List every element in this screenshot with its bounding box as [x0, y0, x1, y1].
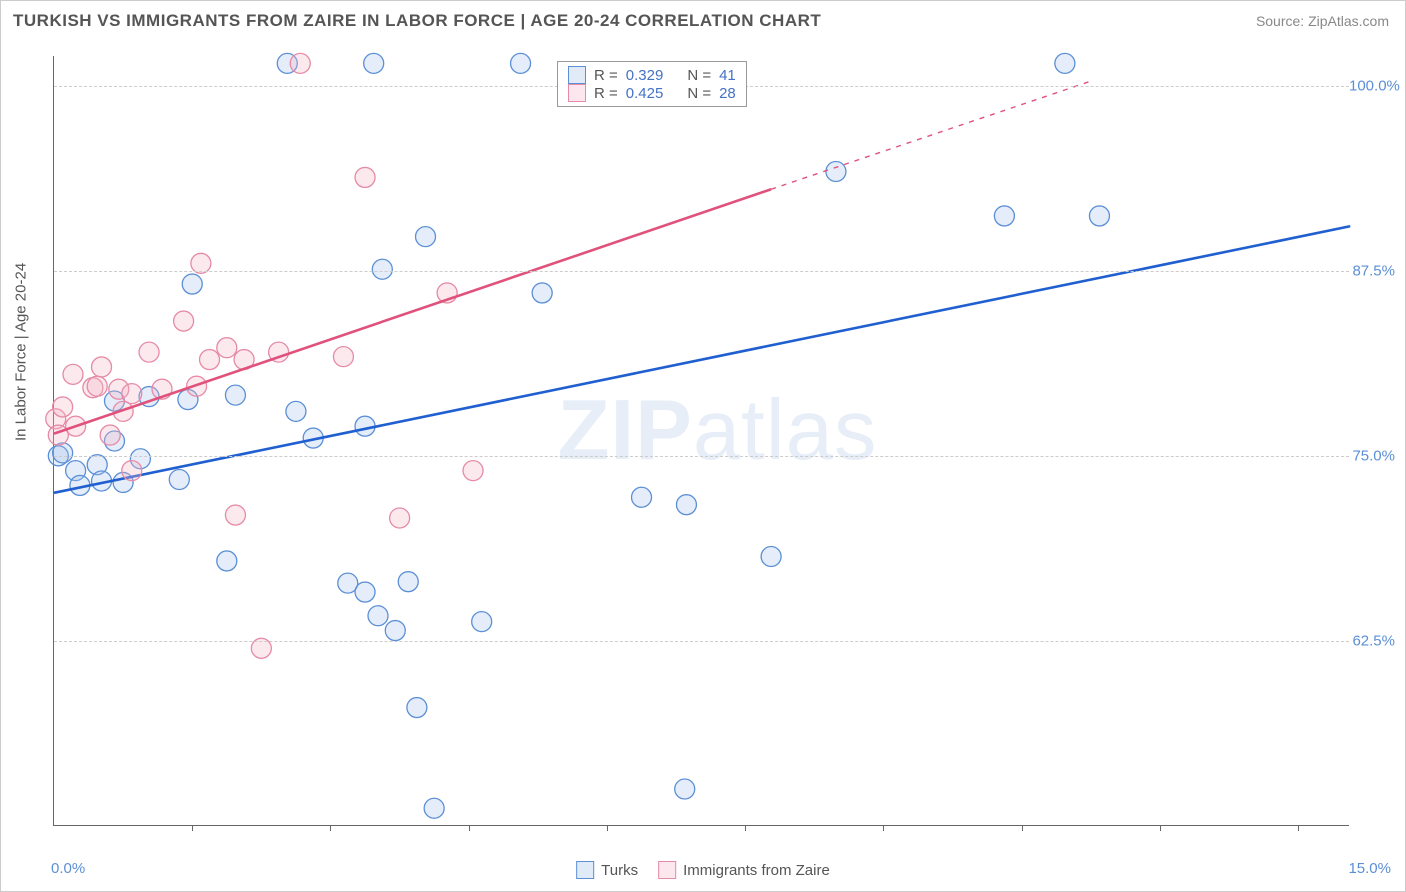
data-point-turks — [364, 53, 384, 73]
y-axis-label: In Labor Force | Age 20-24 — [13, 263, 30, 441]
data-point-turks — [1089, 206, 1109, 226]
legend-swatch-icon — [658, 861, 676, 879]
data-point-turks — [385, 621, 405, 641]
data-point-zaire — [100, 425, 120, 445]
x-tick — [192, 825, 193, 831]
chart-title: TURKISH VS IMMIGRANTS FROM ZAIRE IN LABO… — [13, 11, 821, 31]
n-label: N = — [687, 85, 711, 102]
data-point-turks — [53, 443, 73, 463]
legend-swatch-icon — [576, 861, 594, 879]
r-value: 0.425 — [626, 85, 664, 102]
data-point-zaire — [87, 376, 107, 396]
data-point-zaire — [200, 350, 220, 370]
chart-container: TURKISH VS IMMIGRANTS FROM ZAIRE IN LABO… — [0, 0, 1406, 892]
data-point-zaire — [92, 357, 112, 377]
data-point-turks — [355, 582, 375, 602]
legend-label: Turks — [601, 862, 638, 879]
n-label: N = — [687, 67, 711, 84]
r-label: R = — [594, 85, 618, 102]
series-legend: Turks Immigrants from Zaire — [576, 861, 830, 879]
data-point-zaire — [139, 342, 159, 362]
data-point-zaire — [290, 53, 310, 73]
correlation-legend: R = 0.329 N = 41 R = 0.425 N = 28 — [557, 61, 747, 107]
data-point-turks — [182, 274, 202, 294]
data-point-turks — [532, 283, 552, 303]
n-value: 28 — [719, 85, 736, 102]
data-point-turks — [826, 162, 846, 182]
x-tick — [1160, 825, 1161, 831]
legend-row-zaire: R = 0.425 N = 28 — [568, 84, 736, 102]
trend-line-zaire — [54, 189, 771, 433]
legend-item-zaire: Immigrants from Zaire — [658, 861, 830, 879]
data-point-zaire — [53, 397, 73, 417]
data-point-turks — [416, 227, 436, 247]
r-label: R = — [594, 67, 618, 84]
y-tick-label: 100.0% — [1349, 77, 1401, 94]
data-point-turks — [472, 612, 492, 632]
x-tick — [883, 825, 884, 831]
legend-item-turks: Turks — [576, 861, 638, 879]
data-point-zaire — [174, 311, 194, 331]
y-tick-label: 75.0% — [1349, 447, 1401, 464]
y-tick-label: 62.5% — [1349, 632, 1401, 649]
data-point-zaire — [122, 384, 142, 404]
data-point-zaire — [63, 364, 83, 384]
source-label: Source: ZipAtlas.com — [1256, 13, 1389, 29]
data-point-zaire — [463, 461, 483, 481]
x-tick — [1022, 825, 1023, 831]
data-point-turks — [286, 401, 306, 421]
r-value: 0.329 — [626, 67, 664, 84]
data-point-turks — [1055, 53, 1075, 73]
n-value: 41 — [719, 67, 736, 84]
data-point-zaire — [122, 461, 142, 481]
x-max-label: 15.0% — [1348, 860, 1391, 877]
data-point-turks — [761, 547, 781, 567]
x-tick — [469, 825, 470, 831]
x-tick — [1298, 825, 1299, 831]
data-point-turks — [169, 470, 189, 490]
data-point-turks — [676, 495, 696, 515]
x-tick — [745, 825, 746, 831]
legend-swatch-icon — [568, 84, 586, 102]
data-point-zaire — [333, 347, 353, 367]
legend-swatch-icon — [568, 66, 586, 84]
data-point-turks — [675, 779, 695, 799]
plot-svg — [54, 56, 1349, 825]
legend-label: Immigrants from Zaire — [683, 862, 830, 879]
data-point-turks — [398, 572, 418, 592]
legend-row-turks: R = 0.329 N = 41 — [568, 66, 736, 84]
gridline-h — [54, 456, 1349, 457]
data-point-turks — [217, 551, 237, 571]
x-origin-label: 0.0% — [51, 860, 85, 877]
data-point-zaire — [225, 505, 245, 525]
x-tick — [607, 825, 608, 831]
trend-line-dash-zaire — [771, 81, 1091, 189]
x-tick — [330, 825, 331, 831]
data-point-turks — [994, 206, 1014, 226]
gridline-h — [54, 641, 1349, 642]
data-point-turks — [225, 385, 245, 405]
gridline-h — [54, 271, 1349, 272]
data-point-zaire — [217, 338, 237, 358]
data-point-turks — [632, 487, 652, 507]
data-point-turks — [372, 259, 392, 279]
data-point-turks — [407, 698, 427, 718]
y-tick-label: 87.5% — [1349, 262, 1401, 279]
data-point-turks — [511, 53, 531, 73]
plot-area: ZIPatlas 62.5%75.0%87.5%100.0% — [53, 56, 1349, 826]
data-point-turks — [424, 798, 444, 818]
data-point-zaire — [355, 167, 375, 187]
data-point-zaire — [390, 508, 410, 528]
data-point-turks — [368, 606, 388, 626]
